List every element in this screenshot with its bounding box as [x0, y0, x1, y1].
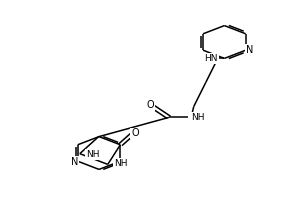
Text: NH: NH	[86, 150, 99, 159]
Text: N: N	[71, 157, 78, 167]
Text: NH: NH	[191, 113, 205, 122]
Text: O: O	[131, 128, 139, 138]
Text: NH: NH	[114, 159, 127, 168]
Text: N: N	[246, 45, 253, 55]
Text: O: O	[146, 100, 154, 110]
Text: HN: HN	[204, 54, 218, 63]
